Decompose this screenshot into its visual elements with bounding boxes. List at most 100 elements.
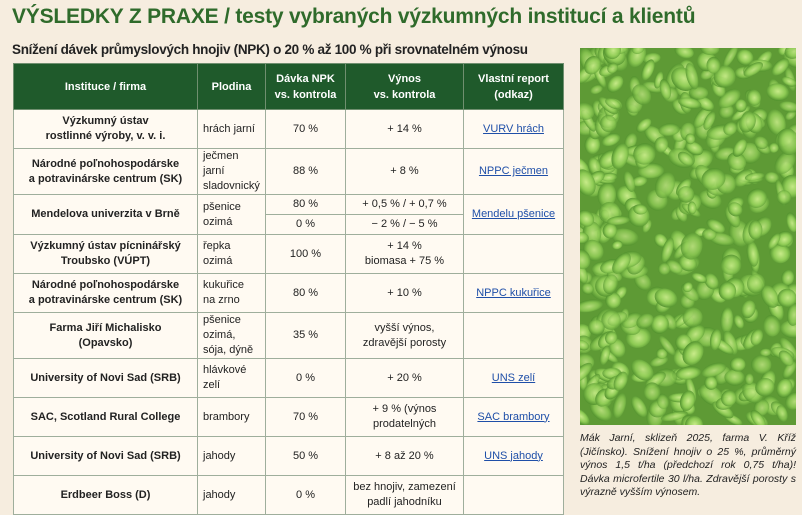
leaf — [724, 369, 745, 386]
leaf — [678, 255, 697, 272]
crop: brambory — [197, 397, 266, 437]
report-link[interactable]: VURV hrách — [483, 122, 544, 135]
leaf — [680, 232, 703, 260]
dose: 88 % — [265, 148, 346, 195]
leaf — [784, 48, 796, 59]
leaf — [631, 359, 654, 381]
table-row: Národné poľnohospodárske a potravinárske… — [13, 148, 564, 195]
leaf — [580, 209, 595, 227]
yield: + 20 % — [345, 358, 464, 398]
leaf — [633, 143, 656, 165]
crop: řepka ozimá — [197, 234, 266, 274]
leaf — [674, 48, 694, 59]
leaf — [611, 240, 623, 250]
leaf — [704, 376, 718, 390]
table-row: Erdbeer Boss (D) jahody 0 % bez hnojiv, zam… — [13, 475, 564, 515]
column-header: Instituce / firma — [13, 63, 198, 110]
leaf — [642, 52, 661, 64]
table-row: Farma Jiří Michalisko (Opavsko) pšenice o… — [13, 312, 564, 359]
leaf — [744, 373, 754, 385]
leaf — [677, 186, 695, 203]
leaf — [675, 366, 701, 380]
leaf — [643, 382, 661, 401]
dose: 80 % — [265, 273, 346, 313]
yield: + 8 až 20 % — [345, 436, 464, 476]
leaf — [785, 392, 796, 410]
institution: Erdbeer Boss (D) — [13, 475, 198, 515]
dose: 80 % — [292, 198, 319, 210]
report-link[interactable]: UNS jahody — [484, 449, 543, 462]
leaf — [776, 190, 792, 205]
yield: + 14 % biomasa + 75 % — [345, 234, 464, 274]
leaf — [782, 361, 796, 379]
yield: + 10 % — [345, 273, 464, 313]
leaf — [706, 218, 725, 234]
leaf — [779, 101, 796, 113]
leaf — [580, 249, 591, 270]
report-link[interactable]: NPPC ječmen — [478, 165, 549, 177]
report-cell: SAC brambory — [463, 397, 564, 437]
table-row: University of Novi Sad (SRB) jahody 50 % + … — [13, 436, 564, 476]
leaf — [631, 48, 645, 55]
photo — [580, 48, 796, 425]
leaf — [733, 169, 753, 187]
leaf — [580, 169, 596, 196]
leaf — [685, 133, 696, 145]
title: VÝSLEDKY Z PRAXE / testy vybraných výzku… — [12, 5, 696, 28]
leaf — [679, 390, 696, 411]
yield: + 9 % (výnos prodatelných — [345, 397, 464, 437]
leaf — [709, 328, 722, 351]
leaf — [746, 240, 759, 267]
leaf — [613, 371, 628, 391]
leaf — [771, 58, 789, 76]
leaf — [732, 139, 747, 157]
header-row: Instituce / firma Plodina Dávka NPK vs. ko… — [13, 63, 564, 110]
leaf — [605, 292, 621, 309]
dose: 70 % — [265, 397, 346, 437]
leaf — [580, 362, 593, 383]
leaf — [777, 128, 796, 156]
report-link[interactable]: NPPC kukuřice — [476, 286, 551, 299]
institution: Mendelova univerzita v Brně — [13, 194, 198, 235]
report-cell: UNS jahody — [463, 436, 564, 476]
leaf — [601, 310, 621, 330]
leaf — [776, 405, 788, 423]
yield: + 8 % — [345, 148, 464, 195]
yield: + 0,5 % / + 0,7 % — [362, 198, 447, 210]
leaf — [605, 98, 622, 110]
leaf — [580, 408, 590, 425]
leaf — [718, 104, 734, 119]
report-link[interactable]: Mendelu pšenice — [471, 208, 556, 220]
crop: jahody — [197, 475, 266, 515]
report-link[interactable]: SAC brambory — [477, 410, 550, 423]
leaf — [597, 182, 617, 208]
leaf — [785, 110, 796, 120]
table-row: Mendelova univerzita v Brně pšenice ozimá… — [13, 194, 564, 235]
leaf — [682, 281, 693, 293]
crop: kukuřice na zrno — [197, 273, 266, 313]
report-cell: UNS zelí — [463, 358, 564, 398]
leaf — [777, 288, 796, 308]
leaf — [778, 350, 794, 366]
leaf — [687, 201, 697, 215]
report-link[interactable]: UNS zelí — [491, 371, 536, 384]
leaf — [641, 59, 655, 81]
leaf — [603, 274, 618, 295]
photo-caption: Mák Jarní, sklizeň 2025, farma V. Kříž (… — [580, 432, 796, 498]
leaf — [720, 307, 734, 334]
leaf — [781, 269, 795, 286]
leaf — [781, 76, 796, 87]
table-row: Národné poľnohospodárske a potravinárske… — [13, 273, 564, 313]
leaf — [701, 167, 726, 190]
leaf — [729, 357, 746, 372]
leaf — [787, 303, 796, 326]
leaf — [603, 48, 621, 60]
leaf — [700, 48, 720, 56]
leaf — [748, 220, 763, 240]
leaf — [786, 212, 796, 232]
leaf — [722, 48, 738, 68]
column-header: Vlastní report (odkaz) — [463, 63, 564, 110]
leaf — [631, 175, 648, 187]
leaf — [768, 142, 779, 153]
